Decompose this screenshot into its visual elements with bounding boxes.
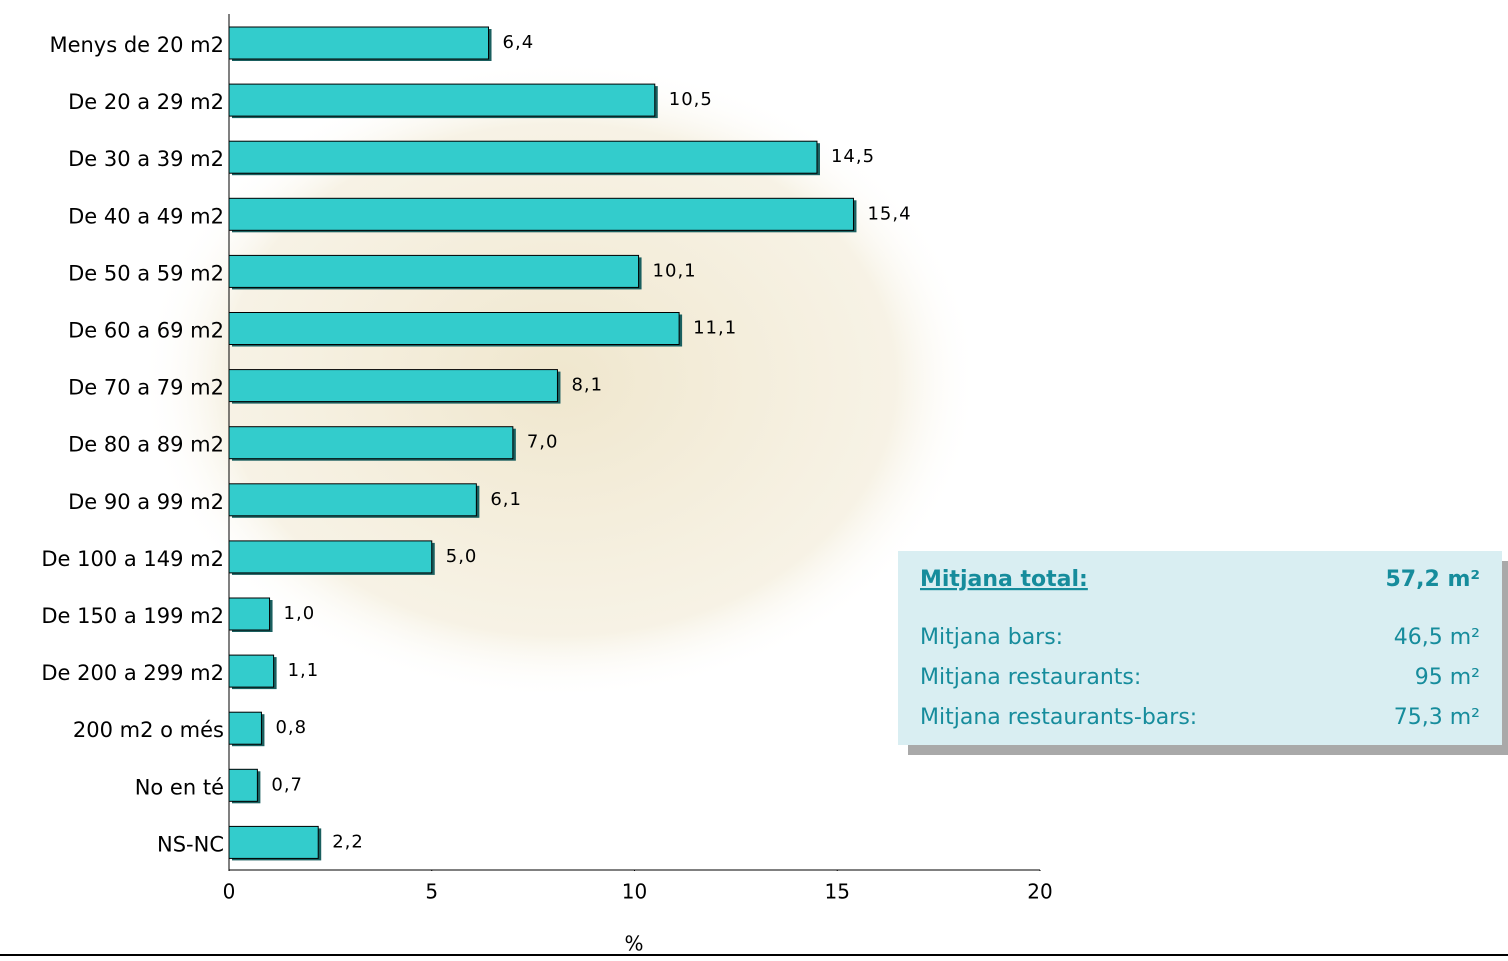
y-tick-label: De 80 a 89 m2 <box>68 433 224 457</box>
value-label: 1,1 <box>288 660 320 681</box>
y-tick-label: Menys de 20 m2 <box>49 33 224 57</box>
bar <box>229 598 270 630</box>
x-tick-label: 10 <box>622 880 647 904</box>
bar <box>229 313 679 345</box>
page: % Mitjana total: 57,2 m² 0 5 10 15 20 Menys d… <box>0 0 1508 961</box>
y-tick-label: De 150 a 199 m2 <box>41 604 224 628</box>
bar <box>229 769 257 801</box>
summary-label: Mitjana bars: <box>920 625 1063 650</box>
bar <box>229 541 432 573</box>
y-tick-label: No en té <box>135 775 224 799</box>
value-label: 10,5 <box>669 89 713 110</box>
chart: % Mitjana total: 57,2 m² 0 5 10 15 20 Menys d… <box>0 0 1508 957</box>
summary-value: 46,5 m² <box>1394 625 1480 650</box>
y-tick-label: NS-NC <box>157 832 224 856</box>
bar <box>229 484 476 516</box>
summary-value: 75,3 m² <box>1394 705 1480 730</box>
bar <box>229 198 853 230</box>
value-label: 11,1 <box>693 318 737 339</box>
summary-title: Mitjana total: <box>920 567 1088 592</box>
summary-label: Mitjana restaurants: <box>920 665 1141 690</box>
y-tick-label: De 200 a 299 m2 <box>41 661 224 685</box>
y-tick-label: De 50 a 59 m2 <box>68 261 224 285</box>
y-tick-label: De 70 a 79 m2 <box>68 376 224 400</box>
y-tick-label: De 100 a 149 m2 <box>41 547 224 571</box>
x-axis-label: % <box>624 932 643 956</box>
bar <box>229 826 318 858</box>
value-label: 10,1 <box>653 260 697 281</box>
value-label: 14,5 <box>831 146 875 167</box>
bar <box>229 27 489 59</box>
value-label: 6,1 <box>490 489 522 510</box>
summary-label: Mitjana restaurants-bars: <box>920 705 1197 730</box>
value-label: 2,2 <box>332 831 364 852</box>
value-label: 5,0 <box>446 546 478 567</box>
value-label: 0,7 <box>271 774 303 795</box>
y-tick-label: De 60 a 69 m2 <box>68 319 224 343</box>
bar <box>229 427 513 459</box>
y-tick-label: De 90 a 99 m2 <box>68 490 224 514</box>
x-tick-label: 5 <box>425 880 438 904</box>
value-label: 7,0 <box>527 432 559 453</box>
value-label: 0,8 <box>275 717 307 738</box>
y-tick-label: De 40 a 49 m2 <box>68 204 224 228</box>
bar <box>229 370 557 402</box>
bar <box>229 712 261 744</box>
value-label: 6,4 <box>503 32 535 53</box>
y-tick-label: De 30 a 39 m2 <box>68 147 224 171</box>
bar <box>229 84 655 116</box>
bar <box>229 255 639 287</box>
x-tick-label: 0 <box>223 880 236 904</box>
y-tick-label: 200 m2 o més <box>73 718 224 742</box>
bar <box>229 655 274 687</box>
bar <box>229 141 817 173</box>
y-tick-label: De 20 a 29 m2 <box>68 90 224 114</box>
summary-title-value: 57,2 m² <box>1386 567 1481 592</box>
x-tick-label: 15 <box>825 880 850 904</box>
summary-value: 95 m² <box>1415 665 1480 690</box>
value-label: 8,1 <box>571 375 603 396</box>
x-tick-label: 20 <box>1027 880 1052 904</box>
value-label: 1,0 <box>284 603 316 624</box>
value-label: 15,4 <box>867 203 911 224</box>
